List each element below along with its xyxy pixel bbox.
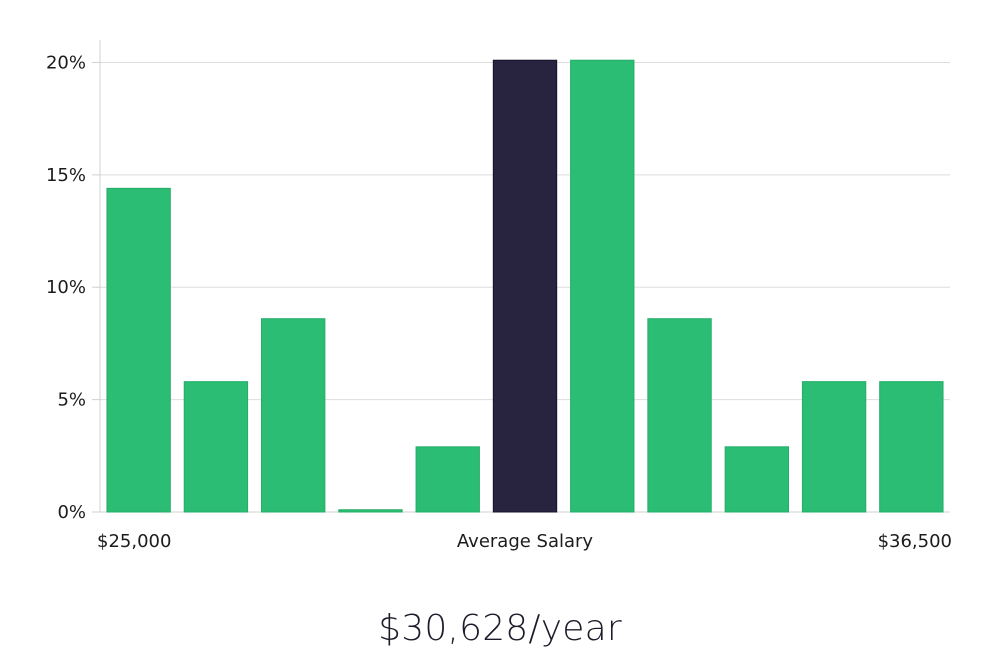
labels: 0% 5% 10% 15% 20% $25,000 Average Salary $36,50…: [46, 52, 952, 552]
bar: [183, 381, 249, 513]
bars: [106, 59, 944, 513]
bar-average-salary: [492, 59, 558, 513]
bar: [724, 446, 789, 513]
y-tick-label: 5%: [57, 390, 86, 411]
bar: [647, 318, 712, 513]
y-tick-label: 10%: [46, 277, 86, 298]
average-salary-caption: $30,628/year: [378, 608, 622, 649]
bar: [570, 59, 635, 513]
x-label-max-salary: $36,500: [878, 531, 952, 552]
bar: [338, 509, 403, 513]
y-tick-label: 15%: [46, 165, 86, 186]
bar: [261, 318, 326, 513]
chart-svg: 0% 5% 10% 15% 20% $25,000 Average Salary $36,50…: [46, 40, 952, 552]
bar: [801, 381, 867, 513]
bar: [415, 446, 480, 513]
y-tick-label: 20%: [46, 52, 86, 73]
salary-histogram-chart: 0% 5% 10% 15% 20% $25,000 Average Salary $36,50…: [46, 40, 952, 552]
x-label-average-salary: Average Salary: [457, 531, 594, 552]
x-label-min-salary: $25,000: [97, 531, 171, 552]
bar: [879, 381, 944, 513]
bar: [106, 187, 171, 513]
y-tick-label: 0%: [57, 502, 86, 523]
